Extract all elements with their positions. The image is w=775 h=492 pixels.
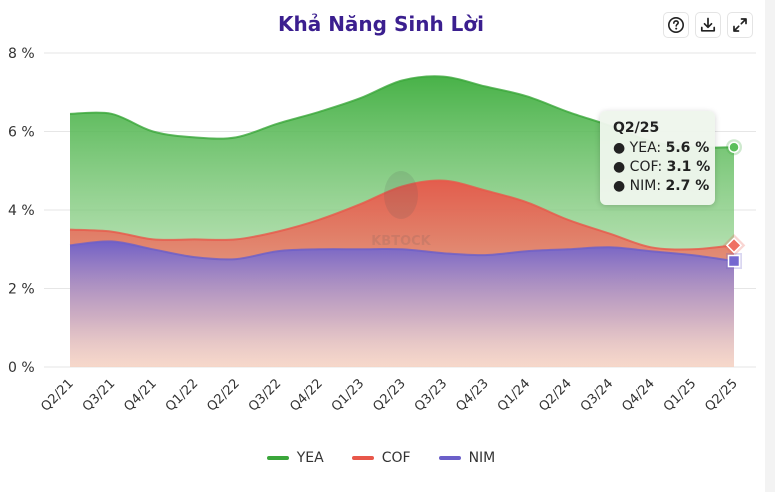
x-tick-label: Q4/24 <box>619 376 657 414</box>
x-tick-label: Q3/24 <box>578 376 616 414</box>
watermark-text: KBTOCK <box>371 234 431 249</box>
tooltip-value: 3.1 % <box>666 159 711 175</box>
x-tick-label: Q1/23 <box>329 376 367 414</box>
fullscreen-button[interactable] <box>727 12 753 38</box>
x-tick-label: Q2/21 <box>38 376 76 414</box>
tooltip-label: NIM <box>629 178 657 194</box>
legend-label: YEA <box>296 450 324 466</box>
legend: YEA COF NIM <box>0 450 762 466</box>
tooltip-title: Q2/25 <box>613 120 660 136</box>
y-tick-label: 4 % <box>8 203 35 219</box>
x-tick-label: Q1/24 <box>495 376 533 414</box>
help-button[interactable] <box>663 12 689 38</box>
yea-marker <box>728 141 740 153</box>
tooltip-bullet: ● <box>613 159 626 175</box>
series-nim-area[interactable] <box>70 241 734 367</box>
expand-icon <box>733 18 747 32</box>
chart-area: 0 %2 %4 %6 %8 % KBTOCK Q2/21 Q3/21 Q4/21 Q1… <box>8 46 756 415</box>
nim-marker <box>727 254 741 268</box>
tooltip-row-cof: ● COF: 3.1 % <box>613 159 711 175</box>
tooltip-row-nim: ● NIM: 2.7 % <box>613 178 710 194</box>
legend-item-nim[interactable]: NIM <box>438 450 496 466</box>
legend-item-cof[interactable]: COF <box>351 450 411 466</box>
x-tick-label: Q3/22 <box>246 376 284 414</box>
tooltip-value: 2.7 % <box>665 178 710 194</box>
legend-swatch <box>266 456 289 460</box>
series-nim-line <box>69 240 735 262</box>
legend-label: NIM <box>468 450 496 466</box>
x-tick-label: Q1/22 <box>163 376 201 414</box>
tooltip-bullet: ● <box>613 178 626 194</box>
tooltip-bullet: ● <box>613 140 626 156</box>
x-tick-label: Q4/23 <box>453 376 491 414</box>
download-button[interactable] <box>695 12 721 38</box>
x-tick-label: Q2/22 <box>204 376 242 414</box>
tooltip-value: 5.6 % <box>665 140 710 156</box>
x-tick-label: Q1/25 <box>661 376 699 414</box>
x-tick-label: Q3/21 <box>80 376 118 414</box>
tooltip-label: YEA <box>629 140 657 156</box>
x-tick-label: Q2/23 <box>370 376 408 414</box>
download-icon <box>700 17 716 32</box>
x-tick-label: Q4/21 <box>121 376 159 414</box>
scrollbar[interactable] <box>765 0 775 492</box>
y-tick-label: 2 % <box>8 282 35 298</box>
tooltip-label: COF <box>629 159 658 175</box>
y-tick-label: 0 % <box>8 360 35 376</box>
legend-swatch <box>351 456 374 460</box>
x-tick-label: Q2/25 <box>702 376 740 414</box>
watermark-logo: KBTOCK <box>371 171 432 249</box>
y-tick-label: 6 % <box>8 125 35 141</box>
y-tick-label: 8 % <box>8 46 35 62</box>
series-cof-line <box>69 179 735 251</box>
chart-title: Khả Năng Sinh Lời <box>278 12 484 36</box>
x-tick-label: Q4/22 <box>287 376 325 414</box>
legend-label: COF <box>381 450 411 466</box>
x-tick-label: Q3/23 <box>412 376 450 414</box>
tooltip-row-yea: ● YEA: 5.6 % <box>613 140 710 156</box>
cof-marker <box>725 237 743 254</box>
legend-item-yea[interactable]: YEA <box>266 450 324 466</box>
x-tick-label: Q2/24 <box>536 376 574 414</box>
question-circle-icon <box>668 17 684 33</box>
legend-swatch <box>438 456 461 460</box>
tooltip: Q2/25 ● YEA: 5.6 % ● COF: 3.1 % ● NIM: 2… <box>600 111 715 205</box>
